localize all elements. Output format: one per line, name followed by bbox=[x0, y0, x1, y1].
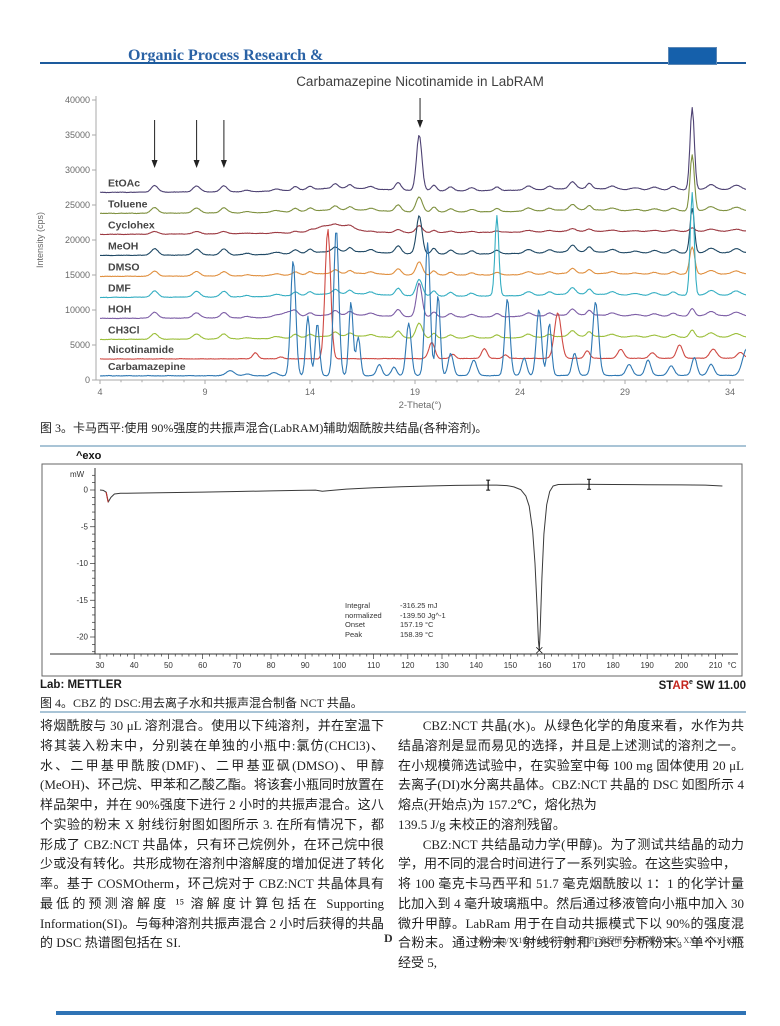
dsc-software-label: STARe SW 11.00 bbox=[658, 679, 746, 692]
dsc-annotation-row: Peak 158.39 °C bbox=[345, 629, 434, 639]
page-number: D bbox=[384, 931, 393, 945]
svg-text:90: 90 bbox=[301, 661, 310, 670]
svg-text:mW: mW bbox=[70, 470, 85, 479]
svg-text:25000: 25000 bbox=[65, 200, 90, 210]
svg-text:10000: 10000 bbox=[65, 305, 90, 315]
dsc-annotation-row: Integral -316.25 mJ bbox=[345, 601, 438, 610]
figure3-caption: 图 3。卡马西平:使用 90%强度的共振声混合(LabRAM)辅助烟酰胺共结晶(… bbox=[40, 421, 488, 435]
dsc-chart: mW 0 -5 -10 -15 -20 30 40 50 60 70 80 90 100 110 120 130… bbox=[41, 463, 743, 677]
svg-text:150: 150 bbox=[504, 661, 518, 670]
svg-text:Intensity (cps): Intensity (cps) bbox=[35, 212, 45, 268]
svg-text:9: 9 bbox=[202, 387, 207, 397]
paragraph: 139.5 J/g 未校正的溶剂残留。 bbox=[398, 816, 566, 832]
svg-text:110: 110 bbox=[367, 661, 380, 670]
svg-text:14: 14 bbox=[305, 387, 315, 397]
svg-text:0: 0 bbox=[84, 486, 89, 495]
svg-text:70: 70 bbox=[232, 661, 241, 670]
svg-text:34: 34 bbox=[725, 387, 735, 397]
svg-text:60: 60 bbox=[198, 661, 207, 670]
paragraph: 将烟酰胺与 30 μL 溶剂混合。使用以下纯溶剂，并在室温下将其装入粉末中，分别… bbox=[40, 718, 384, 951]
header-accent-box bbox=[668, 47, 717, 65]
svg-text:180: 180 bbox=[606, 661, 620, 670]
svg-text:5000: 5000 bbox=[70, 340, 90, 350]
svg-text:20000: 20000 bbox=[65, 235, 90, 245]
journal-title: Organic Process Research & bbox=[128, 47, 324, 62]
svg-text:35000: 35000 bbox=[65, 130, 90, 140]
svg-text:MeOH: MeOH bbox=[108, 240, 138, 252]
svg-text:Cyclohex: Cyclohex bbox=[108, 219, 155, 231]
xrpd-chart: 0 5000 10000 15000 20000 25000 30000 35000 40000… bbox=[35, 95, 746, 411]
dsc-annotation: Integral -316.25 mJ normalized -139.50 Jg^… bbox=[345, 601, 446, 639]
svg-text:24: 24 bbox=[515, 387, 525, 397]
svg-text:Toluene: Toluene bbox=[108, 198, 148, 210]
svg-text:-15: -15 bbox=[76, 596, 88, 605]
svg-text:140: 140 bbox=[470, 661, 484, 670]
svg-text:29: 29 bbox=[620, 387, 630, 397]
svg-text:-20: -20 bbox=[76, 633, 88, 642]
svg-text:120: 120 bbox=[401, 661, 415, 670]
svg-text:190: 190 bbox=[641, 661, 655, 670]
svg-text:°C: °C bbox=[728, 661, 737, 670]
svg-text:0: 0 bbox=[85, 375, 90, 385]
svg-text:Carbamazepine: Carbamazepine bbox=[108, 361, 186, 373]
dsc-footer: Lab: METTLER STARe SW 11.00 bbox=[40, 679, 746, 692]
dsc-annotation-row: Onset 157.19 °C bbox=[345, 620, 434, 629]
svg-text:100: 100 bbox=[333, 661, 347, 670]
svg-text:-5: -5 bbox=[81, 522, 89, 531]
dsc-lab-label: Lab: METTLER bbox=[40, 679, 122, 691]
svg-text:15000: 15000 bbox=[65, 270, 90, 280]
svg-text:19: 19 bbox=[410, 387, 420, 397]
paragraph: CBZ:NCT 共结晶动力学(甲醇)。为了测试共结晶的动力学，用不同的混合时间进… bbox=[398, 836, 744, 872]
svg-text:40: 40 bbox=[130, 661, 139, 670]
svg-text:50: 50 bbox=[164, 661, 173, 670]
svg-text:DMF: DMF bbox=[108, 282, 131, 294]
paragraph: CBZ:NCT 共晶(水)。从绿色化学的角度来看，水作为共结晶溶剂是显而易见的选… bbox=[398, 718, 744, 812]
svg-text:2-Theta(°): 2-Theta(°) bbox=[399, 400, 442, 411]
svg-text:40000: 40000 bbox=[65, 95, 90, 105]
svg-text:-10: -10 bbox=[76, 559, 88, 568]
svg-text:170: 170 bbox=[572, 661, 586, 670]
svg-text:200: 200 bbox=[675, 661, 689, 670]
body-column-left: 将烟酰胺与 30 μL 溶剂混合。使用以下纯溶剂，并在室温下将其装入粉末中，分别… bbox=[40, 716, 384, 953]
svg-text:160: 160 bbox=[538, 661, 552, 670]
body-column-right: CBZ:NCT 共晶(水)。从绿色化学的角度来看，水作为共结晶溶剂是显而易见的选… bbox=[398, 716, 744, 973]
svg-text:DMSO: DMSO bbox=[108, 261, 140, 273]
svg-text:210: 210 bbox=[709, 661, 723, 670]
bottom-rule bbox=[56, 1011, 746, 1015]
svg-text:80: 80 bbox=[267, 661, 276, 670]
svg-text:Nicotinamide: Nicotinamide bbox=[108, 344, 174, 356]
doi-line: dx.doi.org/10.1021/op4003399 | 组织. 流程研究与… bbox=[473, 936, 744, 945]
svg-text:4: 4 bbox=[97, 387, 102, 397]
figure3-title: Carbamazepine Nicotinamide in LabRAM bbox=[296, 74, 544, 89]
exo-label: ^exo bbox=[76, 450, 102, 462]
svg-text:HOH: HOH bbox=[108, 303, 131, 315]
svg-text:CH3Cl: CH3Cl bbox=[108, 324, 140, 336]
header-rule bbox=[40, 62, 746, 64]
figure4-caption: 图 4。CBZ 的 DSC:用去离子水和共振声混合制备 NCT 共晶。 bbox=[40, 696, 363, 710]
paragraph: 将 100 毫克卡马西平和 51.7 毫克烟酰胺以 1：1 的化学计量比加入到 … bbox=[398, 876, 744, 970]
svg-text:130: 130 bbox=[435, 661, 449, 670]
section-divider bbox=[40, 711, 746, 713]
svg-text:30: 30 bbox=[96, 661, 105, 670]
svg-text:EtOAc: EtOAc bbox=[108, 177, 140, 189]
svg-text:30000: 30000 bbox=[65, 165, 90, 175]
dsc-annotation-row: normalized -139.50 Jg^-1 bbox=[345, 610, 446, 620]
section-divider bbox=[40, 445, 746, 447]
